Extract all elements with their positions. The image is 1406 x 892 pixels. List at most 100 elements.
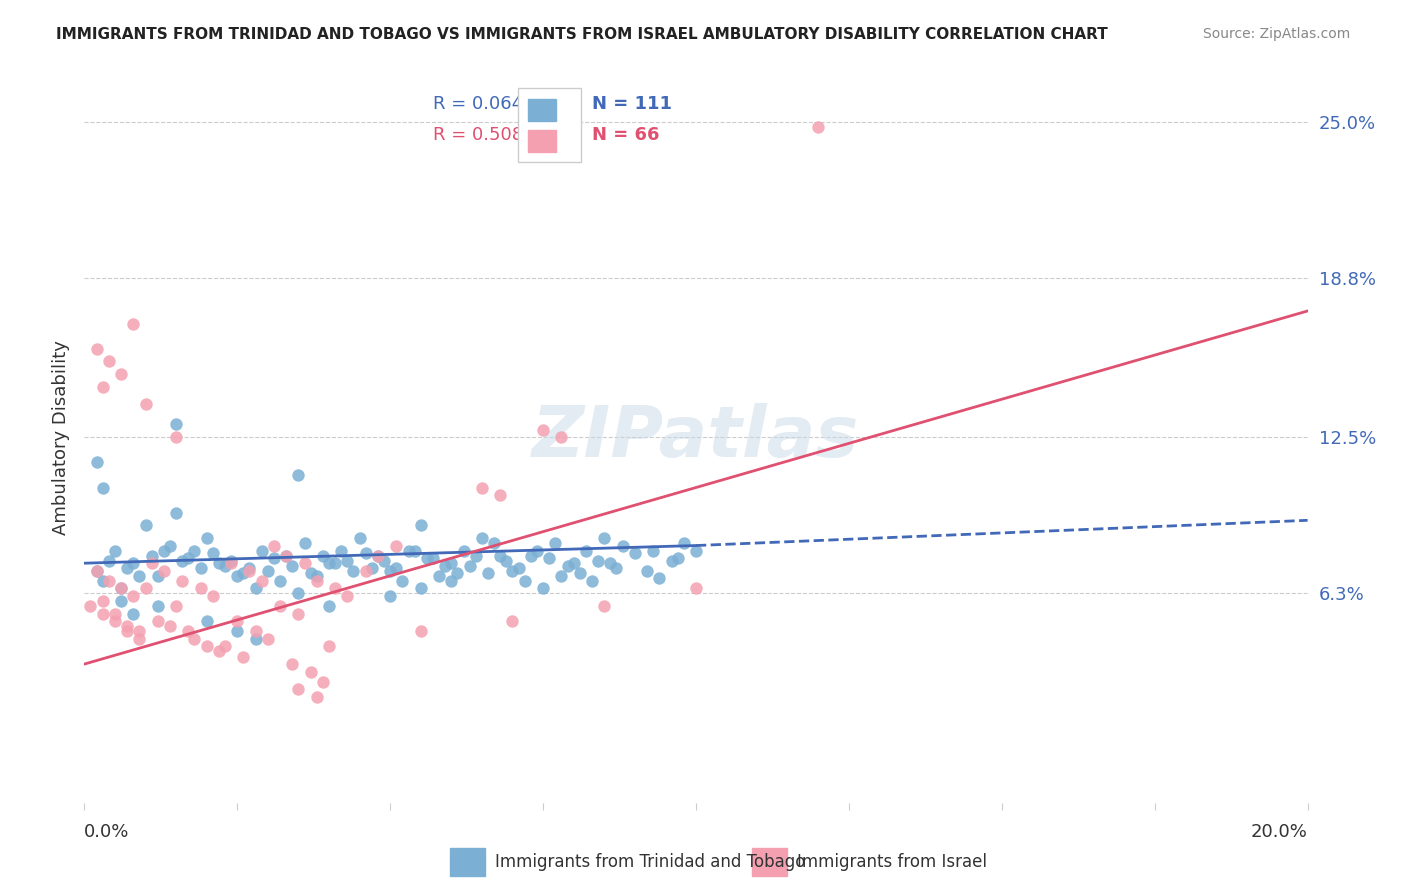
Point [276, 549, 298, 563]
Point [312, 549, 335, 563]
Point [427, 569, 450, 583]
Point [489, 488, 512, 502]
Point [568, 566, 591, 581]
Text: R = 0.508: R = 0.508 [433, 126, 523, 144]
Point [91, 574, 114, 588]
Point [86, 564, 108, 578]
Point [471, 481, 494, 495]
Point [581, 574, 603, 588]
Point [385, 561, 408, 575]
Point [128, 624, 150, 639]
Point [115, 561, 138, 575]
Point [299, 665, 322, 679]
Point [373, 554, 395, 568]
Point [323, 556, 346, 570]
Point [666, 551, 689, 566]
Point [281, 558, 304, 573]
Point [287, 682, 309, 697]
Point [177, 624, 200, 639]
Point [336, 554, 359, 568]
Point [146, 614, 169, 628]
Point [238, 564, 260, 578]
Point [562, 556, 585, 570]
Point [135, 397, 157, 411]
FancyBboxPatch shape [450, 848, 485, 876]
Point [624, 546, 647, 560]
Text: 0.0%: 0.0% [84, 823, 129, 841]
Point [575, 543, 598, 558]
Point [586, 554, 609, 568]
Point [159, 619, 181, 633]
Point [685, 582, 707, 596]
Point [550, 430, 572, 444]
Point [135, 582, 157, 596]
Point [257, 564, 280, 578]
Point [214, 640, 236, 654]
Point [446, 566, 468, 581]
Point [489, 549, 512, 563]
Text: N = 111: N = 111 [592, 95, 672, 113]
Point [110, 582, 132, 596]
Point [349, 531, 371, 545]
Point [141, 556, 163, 570]
Point [226, 624, 249, 639]
Point [287, 607, 309, 621]
Point [531, 582, 554, 596]
Point [263, 551, 285, 566]
Text: Immigrants from Trinidad and Tobago: Immigrants from Trinidad and Tobago [495, 853, 806, 871]
Point [219, 556, 242, 570]
Point [172, 554, 194, 568]
Point [612, 539, 634, 553]
Point [195, 614, 218, 628]
Point [360, 561, 382, 575]
Point [287, 467, 309, 482]
Point [342, 564, 364, 578]
Point [605, 561, 627, 575]
Text: Ambulatory Disability: Ambulatory Disability [52, 340, 70, 534]
Point [409, 624, 432, 639]
Point [91, 379, 114, 393]
Point [250, 543, 273, 558]
Point [146, 599, 169, 613]
Point [219, 554, 242, 568]
Point [232, 566, 254, 581]
Point [287, 586, 309, 600]
Point [495, 554, 517, 568]
Point [354, 546, 377, 560]
Point [128, 569, 150, 583]
Point [115, 619, 138, 633]
Point [404, 543, 426, 558]
Point [531, 423, 554, 437]
Point [281, 657, 304, 671]
Point [520, 549, 543, 563]
Point [636, 564, 658, 578]
Point [97, 574, 120, 588]
Text: R = 0.064: R = 0.064 [433, 95, 523, 113]
Point [165, 599, 187, 613]
Point [201, 589, 224, 603]
Point [165, 506, 187, 520]
Point [336, 589, 359, 603]
Point [416, 551, 439, 566]
Point [471, 531, 494, 545]
Point [86, 564, 108, 578]
Point [294, 556, 316, 570]
Point [122, 556, 145, 570]
Point [226, 614, 249, 628]
Point [110, 582, 132, 596]
Point [330, 543, 353, 558]
Point [477, 566, 499, 581]
Point [172, 574, 194, 588]
Point [599, 556, 621, 570]
Point [165, 430, 187, 444]
Point [550, 569, 572, 583]
Point [643, 543, 665, 558]
Point [110, 594, 132, 608]
Point [305, 574, 328, 588]
Point [86, 455, 108, 469]
Text: ZIPatlas: ZIPatlas [533, 402, 859, 472]
Point [86, 342, 108, 356]
Text: IMMIGRANTS FROM TRINIDAD AND TOBAGO VS IMMIGRANTS FROM ISRAEL AMBULATORY DISABIL: IMMIGRANTS FROM TRINIDAD AND TOBAGO VS I… [56, 27, 1108, 42]
Text: N = 66: N = 66 [592, 126, 659, 144]
Point [183, 632, 205, 646]
